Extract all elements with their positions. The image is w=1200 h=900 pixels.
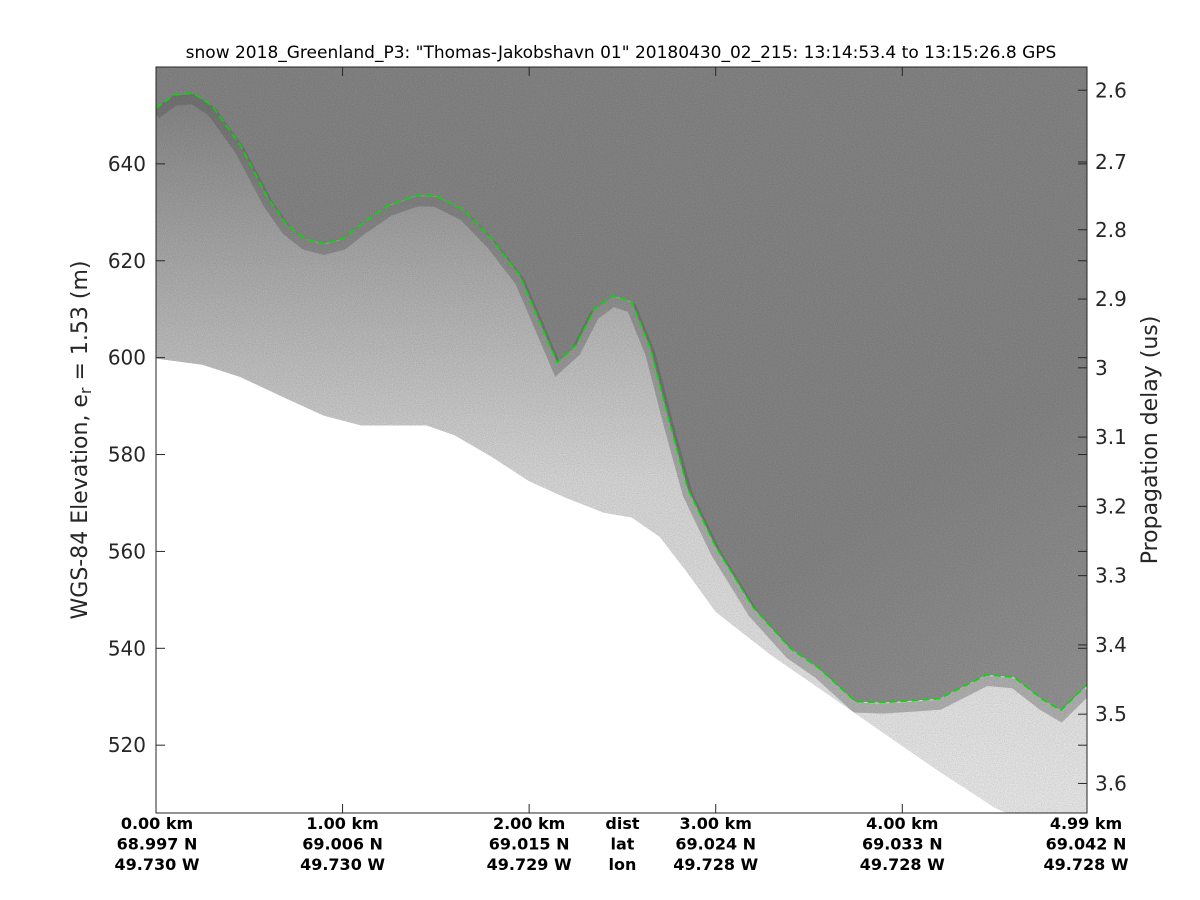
x-tick-label: 69.042 N (1046, 835, 1127, 854)
left-tick-label: 560 (108, 539, 146, 563)
x-tick-label: 0.00 km (121, 814, 193, 833)
left-axis-label: WGS-84 Elevation, er = 1.53 (m) (68, 261, 95, 620)
right-tick-label: 3 (1095, 356, 1108, 380)
left-y-axis: 520 540 560 580 600 620 640 (108, 152, 1087, 757)
right-tick-label: 3.3 (1095, 564, 1127, 588)
x-tick-label: 69.024 N (675, 835, 756, 854)
left-tick-label: 640 (108, 152, 146, 176)
x-tick-label: 49.730 W (115, 855, 200, 874)
x-tick-label: 1.00 km (306, 814, 378, 833)
right-tick-label: 3.2 (1095, 494, 1127, 518)
x-tick-label: 49.730 W (300, 855, 385, 874)
right-tick-label: 3.4 (1095, 633, 1127, 657)
left-tick-label: 600 (108, 346, 146, 370)
x-axis-row-label: dist (605, 814, 639, 833)
right-tick-label: 2.7 (1095, 150, 1127, 174)
x-tick-label: 69.033 N (862, 835, 943, 854)
x-tick-label: 69.006 N (302, 835, 383, 854)
chart-title: snow 2018_Greenland_P3: "Thomas-Jakobsha… (186, 43, 1057, 63)
right-axis-label: Propagation delay (us) (1138, 316, 1163, 565)
x-tick-label: 2.00 km (493, 814, 565, 833)
x-tick-label: 49.728 W (1044, 855, 1129, 874)
x-axis-row-label: lon (608, 855, 636, 874)
surface-layer-line (156, 92, 1087, 712)
x-axis-row-label: lat (610, 835, 634, 854)
left-tick-label: 520 (108, 733, 146, 757)
x-tick-label: 49.728 W (860, 855, 945, 874)
right-tick-label: 3.5 (1095, 702, 1127, 726)
x-tick-label: 4.99 km (1050, 814, 1122, 833)
right-tick-label: 2.6 (1095, 78, 1127, 102)
left-tick-label: 580 (108, 443, 146, 467)
x-tick-label: 4.00 km (866, 814, 938, 833)
right-tick-label: 2.8 (1095, 218, 1127, 242)
x-tick-label: 68.997 N (117, 835, 198, 854)
no-data-mask (156, 358, 1007, 813)
left-tick-label: 620 (108, 249, 146, 273)
right-tick-label: 2.9 (1095, 287, 1127, 311)
x-tick-label: 49.729 W (487, 855, 572, 874)
x-tick-label: 3.00 km (680, 814, 752, 833)
x-tick-label: 69.015 N (489, 835, 570, 854)
right-tick-label: 3.6 (1095, 771, 1127, 795)
right-y-axis: 2.6 2.7 2.8 2.9 3 3.1 3.2 3.3 3.4 3.5 3.6 (1078, 78, 1127, 795)
left-tick-label: 540 (108, 636, 146, 660)
plot-frame (155, 66, 1088, 814)
right-tick-label: 3.1 (1095, 425, 1127, 449)
plot-area (156, 67, 1087, 813)
x-tick-label: 49.728 W (673, 855, 758, 874)
